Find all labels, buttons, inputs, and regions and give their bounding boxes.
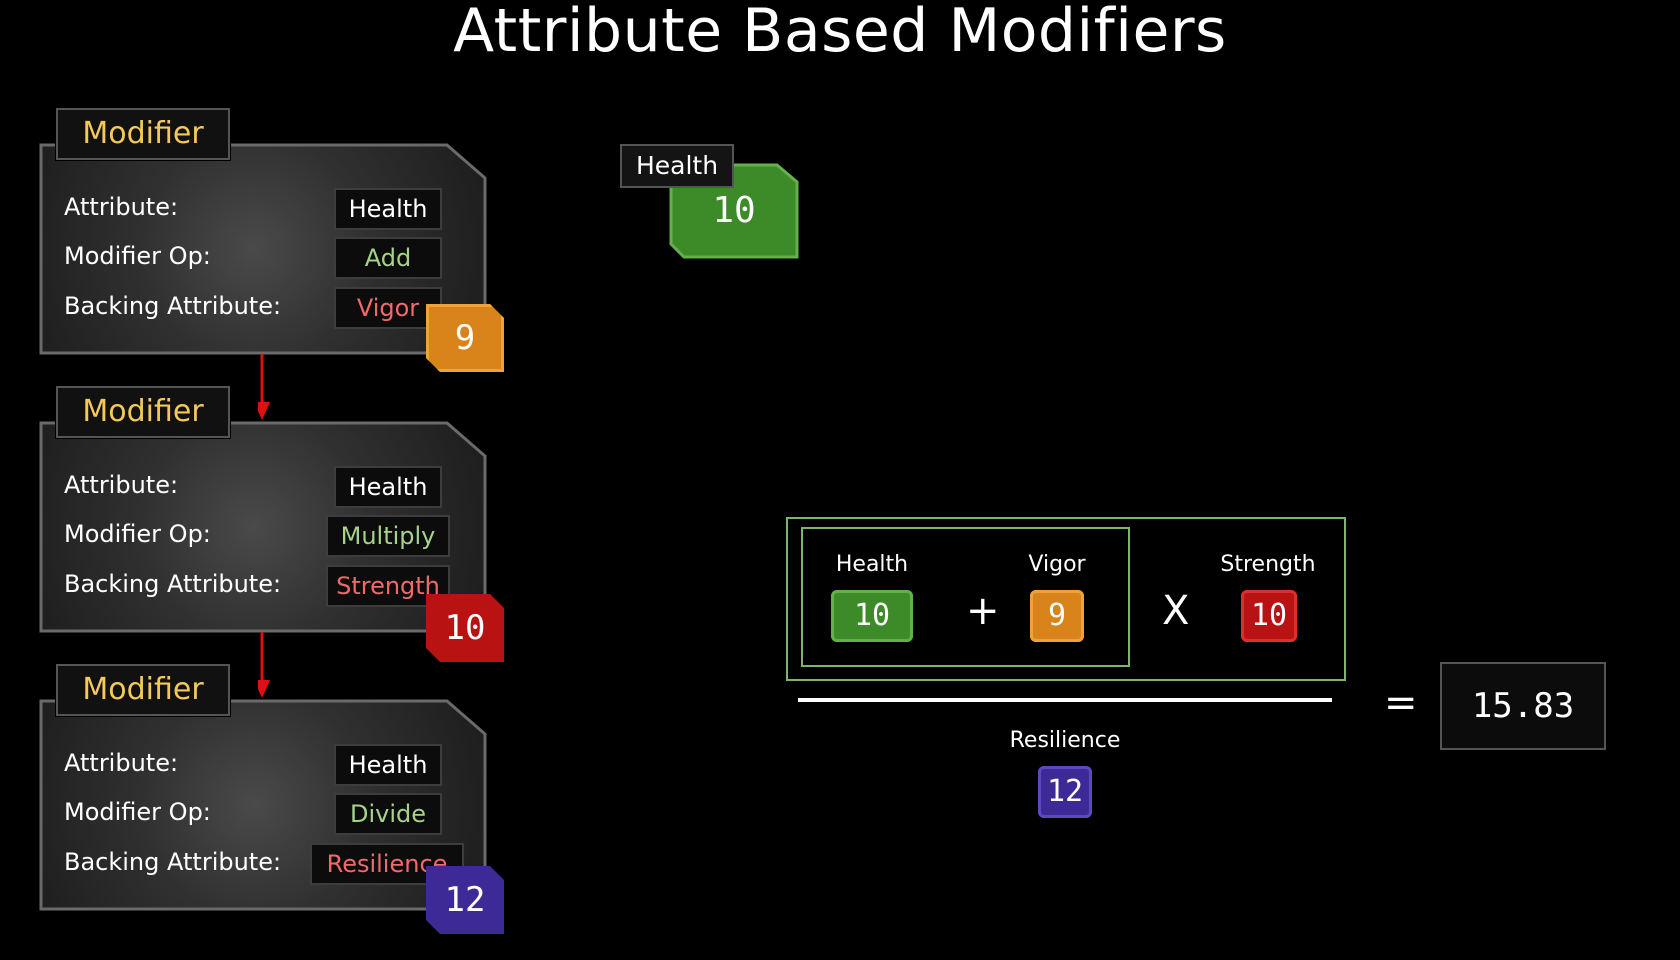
arrow-down-icon bbox=[258, 354, 270, 420]
attribute-value: Health bbox=[334, 744, 442, 786]
modifier-tag: Modifier bbox=[56, 386, 230, 438]
attribute-label: Attribute: bbox=[64, 471, 179, 499]
modifier-op-label: Modifier Op: bbox=[64, 242, 211, 270]
backing-attribute-label: Backing Attribute: bbox=[64, 292, 282, 320]
backing-value-badge: 12 bbox=[426, 866, 504, 934]
backing-value-badge: 10 bbox=[426, 594, 504, 662]
health-node-label: Health bbox=[620, 144, 734, 188]
formula-health-chip: 10 bbox=[831, 590, 913, 642]
modifier-op-label: Modifier Op: bbox=[64, 798, 211, 826]
backing-attribute-label: Backing Attribute: bbox=[64, 848, 282, 876]
modifier-tag: Modifier bbox=[56, 108, 230, 160]
page-title: Attribute Based Modifiers bbox=[453, 0, 1227, 66]
attribute-label: Attribute: bbox=[64, 749, 179, 777]
modifier-op-value: Add bbox=[334, 237, 442, 279]
backing-attribute-label: Backing Attribute: bbox=[64, 570, 282, 598]
attribute-label: Attribute: bbox=[64, 193, 179, 221]
backing-value-badge: 9 bbox=[426, 304, 504, 372]
modifier-card-1: Modifier Attribute: Health Modifier Op: … bbox=[39, 108, 520, 372]
equals-operator: = bbox=[1384, 680, 1418, 726]
numerator-inner-box bbox=[801, 527, 1130, 667]
numerator-outer-box bbox=[786, 517, 1346, 681]
formula-strength-label: Strength bbox=[1220, 552, 1316, 577]
modifier-card-border bbox=[39, 143, 487, 355]
modifier-card-3: Modifier Attribute: Health Modifier Op: … bbox=[39, 664, 520, 934]
modifier-op-value: Divide bbox=[334, 793, 442, 835]
formula-vigor-chip: 9 bbox=[1030, 590, 1084, 642]
multiply-operator: X bbox=[1162, 588, 1190, 634]
formula-resilience-chip: 12 bbox=[1038, 766, 1092, 818]
fraction-line bbox=[798, 698, 1332, 702]
result-value: 15.83 bbox=[1440, 662, 1606, 750]
modifier-tag: Modifier bbox=[56, 664, 230, 716]
modifier-card-border bbox=[39, 699, 487, 911]
formula-vigor-label: Vigor bbox=[1028, 552, 1086, 577]
health-node-border bbox=[669, 163, 799, 259]
formula-strength-chip: 10 bbox=[1241, 590, 1297, 642]
modifier-op-label: Modifier Op: bbox=[64, 520, 211, 548]
modifier-card-border bbox=[39, 421, 487, 633]
arrow-down-icon bbox=[258, 632, 270, 698]
formula-health-label: Health bbox=[835, 552, 909, 577]
backing-attribute-value: Vigor bbox=[334, 287, 442, 329]
attribute-value: Health bbox=[334, 188, 442, 230]
modifier-card-2: Modifier Attribute: Health Modifier Op: … bbox=[39, 386, 520, 662]
formula-resilience-label: Resilience bbox=[1009, 728, 1121, 753]
attribute-value: Health bbox=[334, 466, 442, 508]
modifier-op-value: Multiply bbox=[326, 515, 450, 557]
plus-operator: + bbox=[966, 588, 1000, 634]
